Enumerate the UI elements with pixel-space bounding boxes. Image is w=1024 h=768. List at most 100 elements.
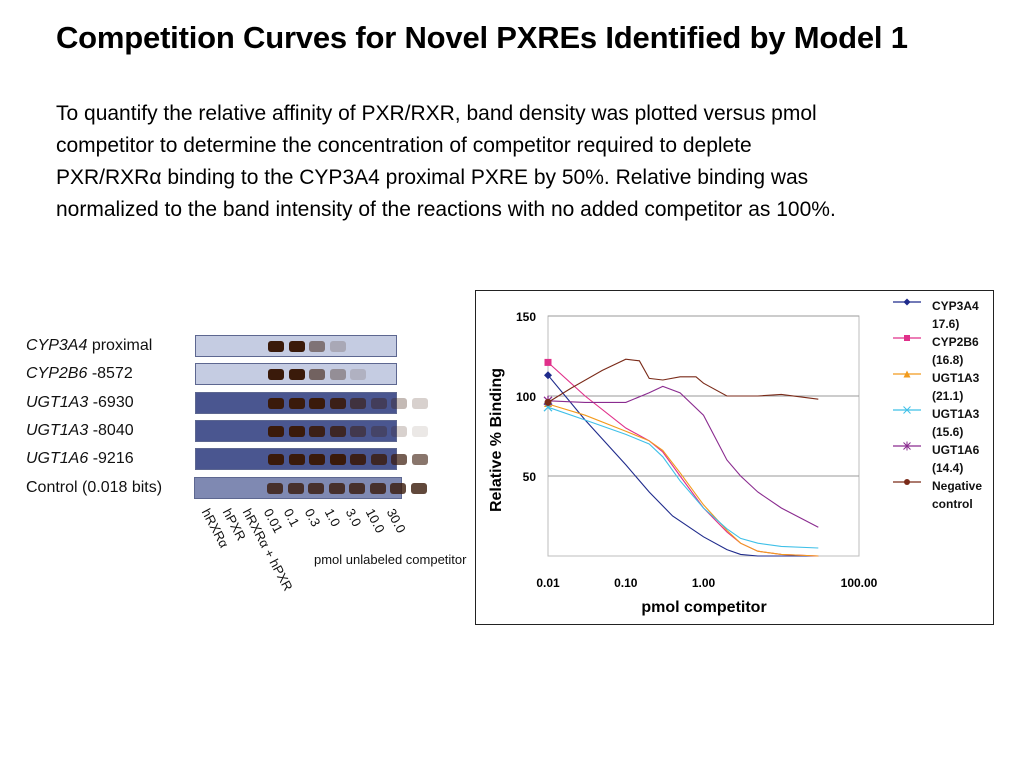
gel-row-label: CYP2B6 -8572 (26, 362, 133, 386)
body-line: normalized to the band intensity of the … (56, 198, 836, 221)
legend-swatch (893, 298, 921, 306)
legend-label: UGT1A3 (21.1) (932, 371, 980, 403)
legend-marker (904, 335, 910, 341)
gene-name: CYP3A4 (26, 337, 88, 354)
y-tick-label: 100 (516, 390, 536, 404)
gel-band (287, 483, 304, 494)
competition-chart: 150 100 50 0.01 0.10 1.00 100.00 pmol competito… (475, 290, 994, 625)
gene-name: UGT1A3 (26, 422, 89, 439)
slide-title: Competition Curves for Novel PXREs Ident… (56, 20, 908, 55)
series-point (544, 358, 552, 366)
gel-band (267, 483, 283, 494)
gel-band (369, 483, 386, 494)
gene-name: CYP2B6 (26, 365, 88, 382)
gel-band (288, 398, 305, 409)
gel-strip (194, 477, 427, 499)
legend-label: Negative control (932, 479, 983, 511)
legend-item: UGT1A3 (21.1) (892, 369, 992, 409)
gel-band (370, 426, 387, 437)
gel-row-suffix: -9216 (88, 450, 134, 467)
gene-name: UGT1A3 (26, 394, 89, 411)
x-tick-label: 1.00 (692, 576, 716, 590)
body-line: To quantify the relative affinity of PXR… (56, 102, 817, 125)
gel-row-label: UGT1A3 -6930 (26, 391, 134, 415)
gel-row: UGT1A3 -8040 (26, 419, 428, 443)
body-line: PXR/RXRα binding to the CYP3A4 proximal … (56, 166, 809, 189)
series-line-5 (547, 358, 819, 403)
gel-row-suffix: -6930 (88, 394, 134, 411)
y-tick-label: 50 (523, 470, 537, 484)
legend-marker (903, 406, 911, 414)
gel-band (329, 341, 346, 352)
gel-band (329, 454, 346, 465)
legend-marker (903, 370, 911, 378)
legend-marker-shape (904, 479, 910, 485)
x-axis-label: pmol competitor (641, 599, 766, 616)
gel-band (288, 341, 305, 352)
gel-band (309, 426, 325, 437)
gel-row-label: UGT1A3 -8040 (26, 419, 134, 443)
legend-label: CYP3A4 17.6) (932, 299, 979, 331)
gel-row: CYP3A4 proximal (26, 334, 426, 358)
gel-row-suffix: Control (0.018 bits) (26, 479, 163, 496)
gel-band (391, 398, 407, 409)
gel-band (328, 483, 345, 494)
legend-swatch (893, 479, 921, 485)
series-point (544, 371, 552, 380)
body-line: competitor to determine the concentratio… (56, 134, 752, 157)
gel-band (350, 454, 366, 465)
gel-band (370, 454, 387, 465)
y-axis-label: Relative % Binding (488, 368, 505, 512)
gel-band (268, 426, 284, 437)
gel-band (309, 341, 325, 352)
x-tick-label: 100.00 (841, 576, 878, 590)
legend-item: CYP2B6 (16.8) (892, 333, 992, 373)
gel-band (350, 426, 366, 437)
gel-row: Control (0.018 bits) (26, 476, 427, 500)
gel-row-suffix: -8040 (88, 422, 134, 439)
series-line-2 (547, 403, 819, 557)
gel-row-suffix: proximal (87, 337, 153, 354)
legend-marker-shape (903, 370, 911, 378)
lane-label: 10.0 (362, 506, 388, 536)
legend-marker (903, 298, 911, 306)
legend-swatch (893, 370, 921, 378)
gel-band (309, 398, 325, 409)
legend-swatch (893, 441, 921, 451)
legend-marker (904, 479, 910, 485)
gel-band (268, 398, 284, 409)
plot-frame (547, 315, 860, 557)
legend-marker-shape (903, 298, 911, 306)
gel-band (309, 369, 325, 380)
gel-band (410, 483, 427, 494)
gel-band (349, 483, 365, 494)
gel-row-suffix: -8572 (87, 365, 133, 382)
gel-band (309, 454, 325, 465)
legend-item: CYP3A4 17.6) (892, 297, 992, 337)
series-point (544, 398, 552, 406)
gel-band (268, 454, 284, 465)
legend-marker-shape (903, 441, 911, 451)
gel-band (411, 454, 428, 465)
series-line-3 (547, 406, 819, 549)
legend-label: CYP2B6 (16.8) (932, 335, 979, 367)
gel-strip (195, 448, 428, 470)
legend-item: UGT1A3 (15.6) (892, 405, 992, 445)
gel-band (391, 454, 407, 465)
gel-row: CYP2B6 -8572 (26, 362, 426, 386)
gel-band (268, 369, 284, 380)
gel-row-label: CYP3A4 proximal (26, 334, 152, 358)
legend-marker-shape (903, 406, 911, 414)
gel-band (268, 341, 284, 352)
lane-label: 1.0 (321, 506, 344, 530)
gel-band (288, 369, 305, 380)
y-tick-label: 150 (516, 310, 536, 324)
gel-band (411, 426, 428, 437)
legend-label: UGT1A6 (14.4) (932, 443, 980, 475)
lane-label: 30.0 (383, 506, 409, 536)
gel-row: UGT1A6 -9216 (26, 447, 428, 471)
gel-band (329, 369, 346, 380)
gene-name: UGT1A6 (26, 450, 89, 467)
gel-band (391, 426, 407, 437)
gel-band (370, 398, 387, 409)
